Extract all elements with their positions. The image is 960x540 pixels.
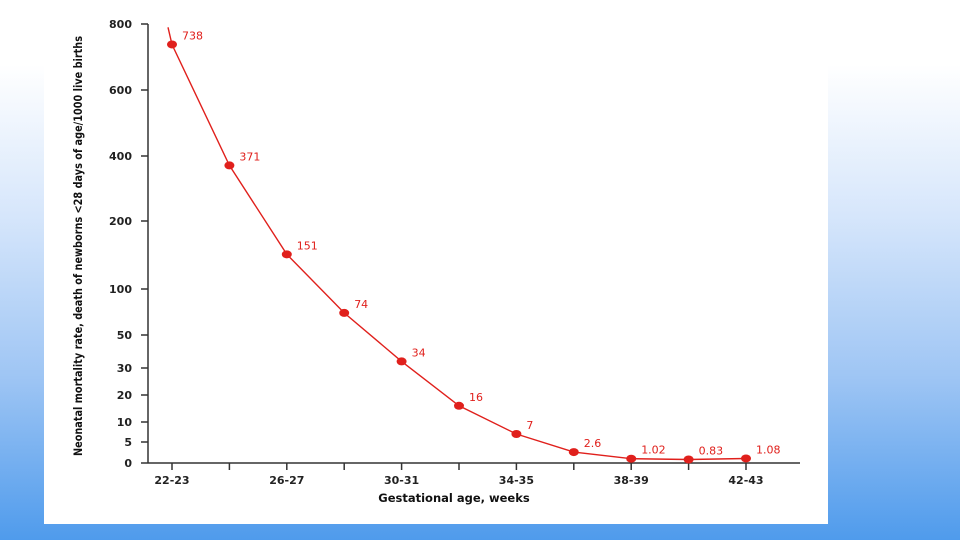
data-label: 0.83	[699, 445, 724, 458]
data-label: 2.6	[584, 437, 602, 450]
series-group: 738 371 151 74 34 16 7 2.6 1.02 0.83 1.08	[167, 27, 781, 464]
data-point	[683, 455, 694, 464]
x-axis-title: Gestational age, weeks	[378, 491, 530, 505]
data-point	[626, 454, 637, 463]
y-tick-label: 400	[109, 150, 132, 163]
data-point	[167, 40, 177, 49]
y-tick-label: 800	[109, 18, 132, 31]
line-chart: 0 5 10 20 30 50 100 200 400 600 800 22-23 26-27 30-3…	[71, 18, 800, 505]
y-tick-label: 0	[124, 457, 132, 470]
data-label: 34	[412, 346, 426, 359]
data-point	[339, 308, 350, 317]
data-point	[511, 430, 522, 438]
y-tick-label: 200	[109, 215, 132, 228]
x-tick-label: 26-27	[269, 474, 304, 487]
data-point	[568, 448, 579, 457]
y-tick-label: 5	[124, 436, 132, 449]
data-point	[454, 401, 464, 410]
data-point	[281, 250, 292, 259]
y-tick-label: 10	[117, 416, 133, 429]
x-tick-label: 30-31	[384, 474, 419, 487]
chart-panel: 0 5 10 20 30 50 100 200 400 600 800 22-23 26-27 30-3…	[44, 14, 828, 524]
series-line	[167, 27, 747, 461]
y-axis-title: Neonatal mortality rate, death of newbor…	[71, 36, 85, 456]
x-tick-label: 34-35	[499, 474, 534, 487]
data-label: 371	[239, 150, 260, 163]
data-label: 1.02	[641, 444, 666, 457]
data-label: 151	[297, 239, 318, 252]
y-tick-label: 20	[117, 389, 133, 402]
y-axis: 0 5 10 20 30 50 100 200 400 600 800	[109, 18, 149, 470]
data-point	[224, 161, 235, 170]
y-tick-label: 600	[109, 84, 132, 97]
x-tick-label: 22-23	[154, 474, 189, 487]
x-tick-label: 38-39	[614, 474, 649, 487]
data-label: 7	[526, 419, 533, 432]
y-tick-label: 100	[109, 283, 132, 296]
data-label: 738	[182, 29, 203, 42]
data-label: 74	[354, 298, 368, 311]
data-point	[741, 454, 751, 463]
x-tick-label: 42-43	[728, 474, 763, 487]
y-tick-label: 30	[117, 362, 133, 375]
data-label: 16	[469, 391, 483, 404]
data-point	[396, 357, 407, 366]
data-label: 1.08	[756, 443, 781, 456]
x-axis: 22-23 26-27 30-31 34-35 38-39 42-43	[148, 462, 800, 487]
y-tick-label: 50	[117, 329, 133, 342]
